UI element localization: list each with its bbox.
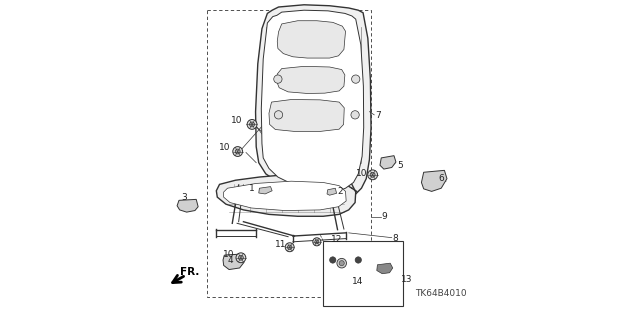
Polygon shape — [177, 199, 198, 212]
Polygon shape — [259, 187, 272, 194]
Text: 11: 11 — [275, 241, 287, 249]
Polygon shape — [216, 175, 356, 216]
Circle shape — [274, 75, 282, 83]
Text: 9: 9 — [381, 212, 387, 221]
Text: 4: 4 — [228, 256, 233, 265]
Circle shape — [275, 111, 283, 119]
Text: 7: 7 — [375, 111, 381, 120]
Polygon shape — [255, 5, 371, 200]
Text: 12: 12 — [331, 235, 342, 244]
Text: 1: 1 — [249, 184, 255, 193]
Bar — [323, 241, 403, 306]
Text: 13: 13 — [401, 275, 413, 284]
Polygon shape — [422, 170, 447, 191]
Circle shape — [351, 75, 360, 83]
Text: 6: 6 — [438, 174, 444, 183]
Circle shape — [368, 170, 378, 180]
Circle shape — [330, 257, 336, 263]
Polygon shape — [269, 100, 344, 131]
Text: 10: 10 — [356, 169, 368, 178]
Text: 14: 14 — [352, 277, 364, 286]
Text: FR.: FR. — [180, 267, 200, 277]
Circle shape — [315, 240, 319, 244]
Text: 3: 3 — [182, 193, 188, 202]
Circle shape — [239, 255, 243, 260]
Polygon shape — [380, 156, 396, 169]
Polygon shape — [277, 21, 346, 58]
Circle shape — [355, 257, 362, 263]
Text: 10: 10 — [218, 143, 230, 152]
Text: 8: 8 — [393, 234, 399, 243]
Polygon shape — [223, 181, 346, 211]
Circle shape — [233, 147, 243, 156]
Circle shape — [250, 122, 255, 127]
Circle shape — [285, 243, 294, 252]
Circle shape — [337, 258, 346, 268]
Polygon shape — [327, 188, 337, 195]
Text: 10: 10 — [231, 116, 243, 125]
Text: 5: 5 — [397, 161, 403, 170]
Text: 10: 10 — [223, 250, 234, 259]
Circle shape — [247, 120, 257, 129]
Circle shape — [370, 172, 375, 177]
Circle shape — [236, 253, 246, 263]
Circle shape — [351, 111, 359, 119]
Text: 2: 2 — [337, 187, 343, 196]
Polygon shape — [223, 254, 244, 270]
Polygon shape — [276, 66, 345, 93]
Circle shape — [339, 261, 344, 266]
Circle shape — [313, 238, 321, 246]
Polygon shape — [261, 10, 364, 192]
Circle shape — [287, 245, 292, 249]
Text: TK64B4010: TK64B4010 — [415, 289, 467, 298]
Polygon shape — [377, 263, 393, 274]
Bar — [207, 10, 371, 297]
Circle shape — [236, 149, 240, 154]
